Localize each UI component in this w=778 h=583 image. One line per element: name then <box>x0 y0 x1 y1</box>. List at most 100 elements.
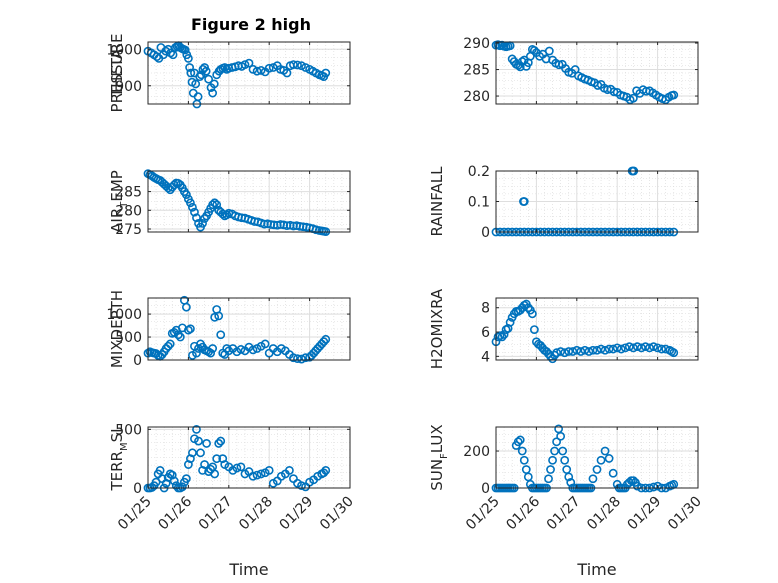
data-point <box>600 345 610 355</box>
data-point <box>645 343 654 353</box>
data-point <box>529 325 539 335</box>
data-point <box>188 448 197 458</box>
y-tick-label: 280 <box>115 203 142 219</box>
panel-h2omixra: 4 6 8 H2OMIXRA <box>428 288 699 369</box>
data-point <box>608 468 618 478</box>
panel-theta: 280 285 290 THETA <box>108 36 699 105</box>
axes-box <box>147 170 351 233</box>
y-tick-label: 0 <box>481 481 490 497</box>
data-point <box>544 474 553 484</box>
data-point <box>499 330 509 339</box>
data-point <box>628 93 638 103</box>
axes-box <box>147 41 351 105</box>
data-point <box>519 197 529 206</box>
y-axis-label: RAINFALL <box>428 166 446 237</box>
data-point <box>192 348 201 358</box>
y-tick-label: 290 <box>463 36 490 52</box>
y-tick-label: 6 <box>481 325 490 341</box>
y-axis-label: AIRTEMP <box>108 170 130 233</box>
y-tick-label: 500 <box>115 422 142 438</box>
axes-box <box>495 41 699 105</box>
data-point <box>321 68 331 78</box>
data-point <box>252 470 262 480</box>
data-point <box>558 446 568 456</box>
y-tick-label: 900 <box>115 79 142 95</box>
data-point <box>604 454 614 463</box>
data-point <box>321 334 331 344</box>
data-point <box>301 63 310 72</box>
y-axis-label: H2OMIXRA <box>428 288 446 369</box>
data-point <box>216 436 226 446</box>
data-point <box>548 455 557 465</box>
data-point <box>529 46 539 55</box>
data-point <box>523 472 533 482</box>
y-tick-label: 0 <box>481 225 490 241</box>
y-tick-label: 275 <box>115 222 142 238</box>
data-point <box>319 337 329 347</box>
data-point <box>202 439 211 448</box>
data-point <box>191 79 201 89</box>
data-point <box>556 431 566 441</box>
x-tick-label: 01/27 <box>196 494 236 534</box>
data-point <box>252 66 262 76</box>
data-point <box>616 344 626 354</box>
data-point <box>210 312 220 322</box>
y-tick-label: 200 <box>463 444 490 460</box>
data-point <box>633 342 642 352</box>
data-point <box>653 481 662 491</box>
data-point <box>604 344 614 354</box>
data-point <box>505 317 515 327</box>
data-point <box>180 45 190 55</box>
data-point <box>293 354 302 364</box>
data-point <box>637 343 646 353</box>
x-tick-label: 01/27 <box>544 494 584 534</box>
y-tick-label: 4 <box>481 349 490 365</box>
data-point <box>596 455 606 465</box>
data-point <box>186 198 195 208</box>
y-axis-label: SUNFLUX <box>428 424 450 490</box>
data-point <box>192 424 201 434</box>
data-point <box>588 474 598 484</box>
data-point <box>554 60 564 70</box>
data-point <box>198 218 207 228</box>
data-point <box>163 341 173 351</box>
data-series <box>491 299 679 364</box>
data-point <box>282 68 292 78</box>
data-point <box>248 345 258 355</box>
data-point <box>515 435 525 445</box>
data-point <box>218 209 228 219</box>
data-point <box>194 436 203 446</box>
data-series <box>491 40 679 105</box>
data-point <box>244 58 254 68</box>
data-point <box>222 344 232 353</box>
data-point <box>183 54 193 63</box>
data-point <box>572 345 582 355</box>
data-point <box>588 345 598 355</box>
figure-title: Figure 2 high <box>191 15 311 34</box>
data-point <box>544 46 554 56</box>
y-tick-label: 0.2 <box>468 164 490 180</box>
data-point <box>216 330 226 340</box>
axes-box <box>147 297 351 361</box>
data-point <box>190 207 199 217</box>
data-point <box>181 302 191 312</box>
y-tick-label: 1000 <box>106 307 142 323</box>
data-point <box>517 446 527 456</box>
y-tick-label: 280 <box>463 89 490 105</box>
data-point <box>297 61 306 71</box>
data-point <box>596 344 606 354</box>
data-point <box>208 344 218 353</box>
data-point <box>188 202 197 212</box>
data-point <box>240 60 250 70</box>
data-point <box>564 347 574 356</box>
y-tick-label: 8 <box>481 301 490 317</box>
data-point <box>628 343 638 353</box>
data-point <box>289 353 298 363</box>
data-point <box>297 354 306 364</box>
data-point <box>236 345 246 354</box>
data-point <box>289 60 298 70</box>
data-point <box>592 465 602 474</box>
data-point <box>212 454 222 464</box>
